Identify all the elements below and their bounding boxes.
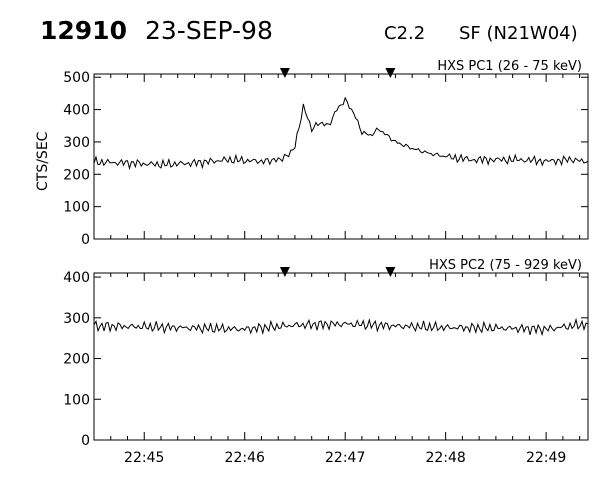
y-tick-label-1-1: 100 bbox=[63, 200, 90, 216]
panel-2: HXS PC2 (75 - 929 keV) 0 100 200 300 400 22:45… bbox=[63, 258, 589, 466]
x-tick-label-4: 22:49 bbox=[526, 450, 566, 466]
flare-location: SF (N21W04) bbox=[459, 23, 578, 44]
y-tick-label-1-4: 400 bbox=[63, 103, 90, 119]
series-line-1-0 bbox=[93, 96, 589, 171]
y-tick-label-1-2: 200 bbox=[63, 167, 90, 183]
panel-1: HXS PC1 (26 - 75 keV) 0 100 200 300 400 500 bbox=[63, 59, 589, 248]
x-tick-label-1: 22:46 bbox=[225, 450, 265, 466]
event-date: 23-SEP-98 bbox=[145, 16, 273, 45]
y-tick-label-2-0: 0 bbox=[81, 433, 90, 449]
goes-class: C2.2 bbox=[384, 23, 425, 44]
panel-title-2: HXS PC2 (75 - 929 keV) bbox=[429, 258, 582, 273]
time-marker-2-1 bbox=[385, 267, 396, 277]
panel-title-1: HXS PC1 (26 - 75 keV) bbox=[437, 59, 582, 74]
y-tick-label-1-3: 300 bbox=[63, 135, 90, 151]
x-tick-label-2: 22:47 bbox=[325, 450, 365, 466]
time-marker-2-0 bbox=[279, 267, 290, 277]
series-line-2-0 bbox=[93, 317, 589, 337]
time-marker-1-0 bbox=[279, 68, 290, 78]
x-tick-label-0: 22:45 bbox=[124, 450, 164, 466]
y-tick-label-1-5: 500 bbox=[63, 70, 90, 86]
y-tick-label-1-0: 0 bbox=[81, 232, 90, 248]
y-axis-label: CTS/SEC bbox=[35, 131, 51, 191]
y-tick-label-2-2: 200 bbox=[63, 352, 90, 368]
plot-frame-1 bbox=[93, 73, 589, 240]
x-tick-label-3: 22:48 bbox=[425, 450, 465, 466]
time-marker-1-1 bbox=[385, 68, 396, 78]
event-id: 12910 bbox=[40, 16, 127, 45]
y-tick-label-2-3: 300 bbox=[63, 311, 90, 327]
y-tick-label-2-4: 400 bbox=[63, 270, 90, 286]
y-tick-label-2-1: 100 bbox=[63, 392, 90, 408]
plot-frame-2 bbox=[93, 272, 589, 441]
